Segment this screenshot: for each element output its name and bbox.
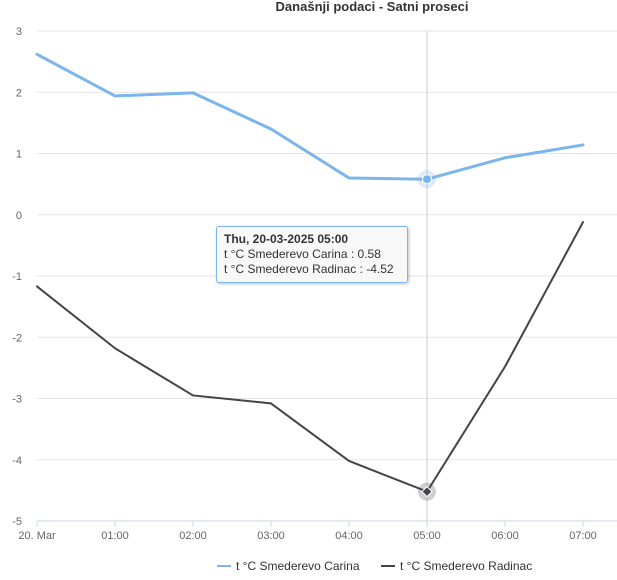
legend-label: t °C Smederevo Carina [236,559,360,573]
chart-title: Današnji podaci - Satni proseci [276,0,469,14]
y-axis: 3 2 1 0 -1 -2 -3 -4 -5 [12,26,22,528]
series-line-carina[interactable] [35,52,585,181]
x-tick-label: 02:00 [179,530,207,542]
data-point-marker[interactable] [421,485,433,498]
tooltip-line-carina: t °C Smederevo Carina : 0.58 [224,247,381,261]
x-axis: 20. Mar 01:00 02:00 03:00 04:00 05:00 06:00 07:… [18,520,617,542]
x-tick-label: 05:00 [413,530,441,542]
y-tick-label: -5 [12,516,22,528]
x-tick-label: 04:00 [335,530,363,542]
y-tick-label: -1 [12,271,22,283]
y-tick-label: 1 [16,149,22,161]
y-tick-label: 2 [16,87,22,99]
x-tick-label: 06:00 [491,530,519,542]
data-point-marker[interactable] [422,174,432,185]
tooltip-line-radinac: t °C Smederevo Radinac : -4.52 [224,262,394,276]
series-group[interactable] [35,52,585,501]
x-tick-label: 07:00 [569,530,597,542]
legend-label: t °C Smederevo Radinac [400,559,532,573]
legend-item-radinac[interactable]: t °C Smederevo Radinac [381,559,532,573]
y-tick-label: 3 [16,26,22,38]
tooltip-header: Thu, 20-03-2025 05:00 [224,232,349,246]
x-tick-label: 01:00 [101,530,129,542]
y-tick-label: -2 [12,332,22,344]
legend[interactable]: t °C Smederevo Carina t °C Smederevo Radi… [217,559,532,573]
tooltip: Thu, 20-03-2025 05:00 t °C Smederevo Car… [216,226,408,283]
y-tick-label: 0 [16,210,22,222]
series-line-radinac[interactable] [36,221,584,493]
y-tick-label: -4 [12,455,22,467]
y-tick-label: -3 [12,394,22,406]
legend-item-carina[interactable]: t °C Smederevo Carina [217,559,360,573]
x-tick-label: 20. Mar [18,530,56,542]
x-tick-label: 03:00 [257,530,285,542]
